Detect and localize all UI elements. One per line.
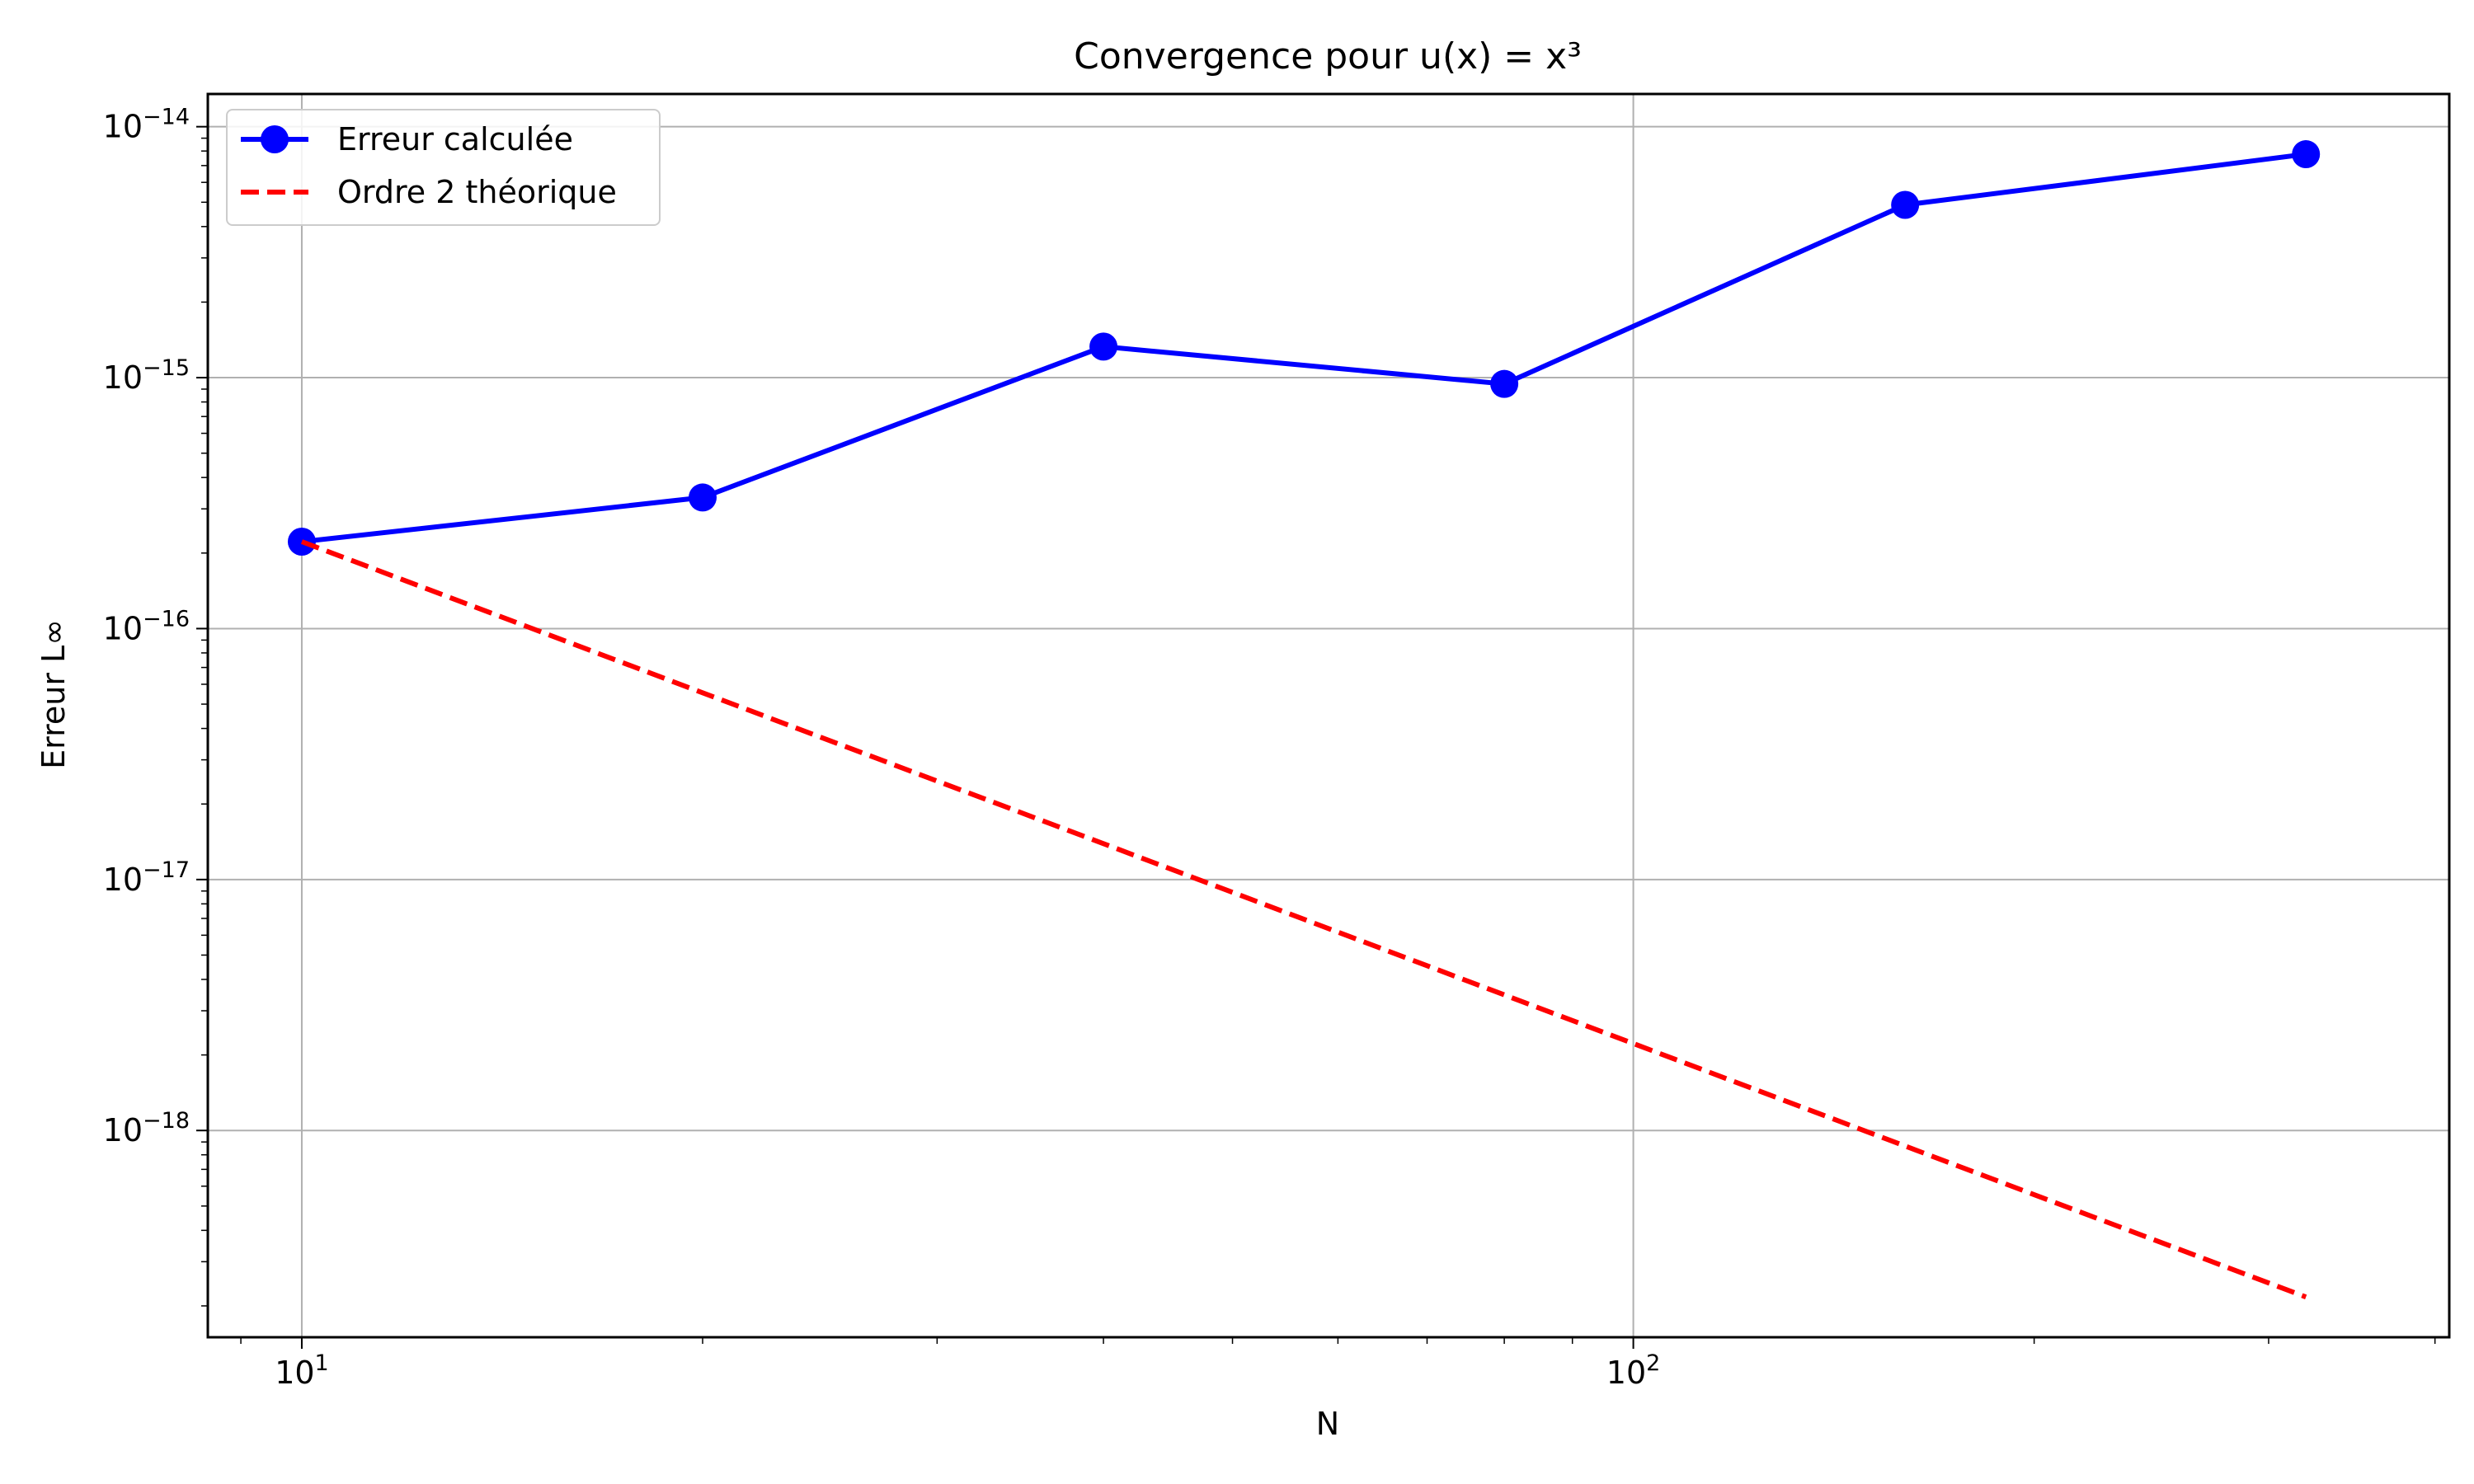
data-point: [1089, 332, 1118, 361]
y-tick-label-exponent: −15: [143, 355, 190, 381]
legend: Erreur calculée Ordre 2 théorique: [226, 109, 661, 226]
data-point: [1891, 190, 1920, 219]
x-tick-label: 102: [1606, 1350, 1661, 1391]
data-point: [287, 528, 316, 556]
series-layer: [287, 140, 2321, 1300]
y-tick-label-base: 10: [103, 109, 143, 145]
y-tick-label-exponent: −17: [143, 857, 190, 883]
y-tick-label: 10−17: [103, 857, 190, 898]
x-axis-label: N: [1316, 1406, 1339, 1442]
chart-title: Convergence pour u(x) = x³: [1074, 35, 1582, 77]
y-tick-label-base: 10: [103, 1112, 143, 1148]
legend-label: Ordre 2 théorique: [337, 174, 617, 210]
x-tick-label: 101: [275, 1350, 329, 1391]
legend-box: [226, 109, 661, 226]
y-tick-label-exponent: −14: [143, 105, 190, 130]
series-line-ordre-2-theorique: [300, 539, 2307, 1300]
legend-swatch-marker: [261, 125, 289, 153]
data-point: [689, 483, 717, 512]
y-tick-label-exponent: −16: [143, 606, 190, 632]
x-tick-label-exponent: 2: [1646, 1350, 1660, 1376]
y-tick-label-base: 10: [103, 359, 143, 396]
y-tick-label: 10−14: [103, 105, 190, 145]
y-tick-label-base: 10: [103, 610, 143, 646]
y-tick-label: 10−18: [103, 1108, 190, 1148]
axes-frame: [206, 92, 2451, 1339]
series-line-erreur-calculee: [301, 152, 2307, 544]
x-tick-label-base: 10: [1606, 1355, 1646, 1391]
y-tick-label-exponent: −18: [143, 1108, 190, 1134]
x-tick-label-base: 10: [275, 1355, 314, 1391]
data-point: [2292, 140, 2321, 169]
y-tick-label: 10−16: [103, 606, 190, 646]
y-axis-label: Erreur L∞: [35, 619, 72, 769]
y-tick-label: 10−15: [103, 355, 190, 396]
legend-label: Erreur calculée: [337, 121, 573, 157]
data-point: [1490, 369, 1519, 398]
x-tick-label-exponent: 1: [315, 1350, 329, 1376]
y-tick-label-base: 10: [103, 862, 143, 898]
